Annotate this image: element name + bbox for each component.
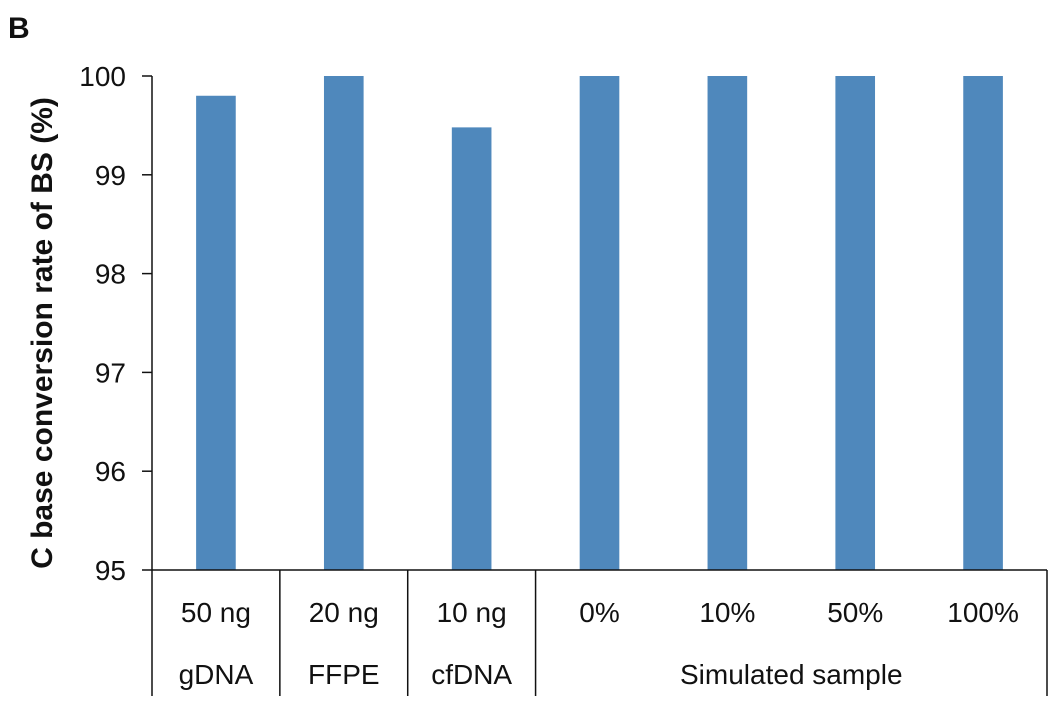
bar xyxy=(963,76,1003,570)
x-category-label: 50% xyxy=(827,597,883,628)
x-category-label: 20 ng xyxy=(309,597,379,628)
bar xyxy=(579,76,620,570)
x-group-label: Simulated sample xyxy=(680,659,903,690)
panel-label: B xyxy=(8,12,30,45)
y-axis: 95 96 97 98 99 100 xyxy=(79,61,153,586)
x-group-label: FFPE xyxy=(308,659,380,690)
y-tick-label: 99 xyxy=(95,160,126,191)
bar xyxy=(835,76,876,570)
x-category-label: 100% xyxy=(947,597,1019,628)
x-category-label: 50 ng xyxy=(181,597,251,628)
x-category-label: 0% xyxy=(579,597,619,628)
y-tick-label: 97 xyxy=(95,357,126,388)
bar xyxy=(196,95,236,570)
y-tick-label: 96 xyxy=(95,456,126,487)
y-tick-label: 98 xyxy=(95,259,126,290)
y-tick-label: 100 xyxy=(79,61,126,92)
bars xyxy=(196,76,1003,570)
bar xyxy=(451,127,492,570)
y-axis-title: C base conversion rate of BS (%) xyxy=(26,97,59,569)
x-axis: 50 ng 20 ng 10 ng 0% 10% 50% 100% gDNA FFPE cfDNA… xyxy=(151,569,1048,696)
x-category-label: 10% xyxy=(699,597,755,628)
x-category-label: 10 ng xyxy=(437,597,507,628)
bar xyxy=(323,76,364,570)
bar xyxy=(707,76,748,570)
x-group-label: cfDNA xyxy=(431,659,512,690)
y-tick-label: 95 xyxy=(95,555,126,586)
x-group-label: gDNA xyxy=(179,659,254,690)
